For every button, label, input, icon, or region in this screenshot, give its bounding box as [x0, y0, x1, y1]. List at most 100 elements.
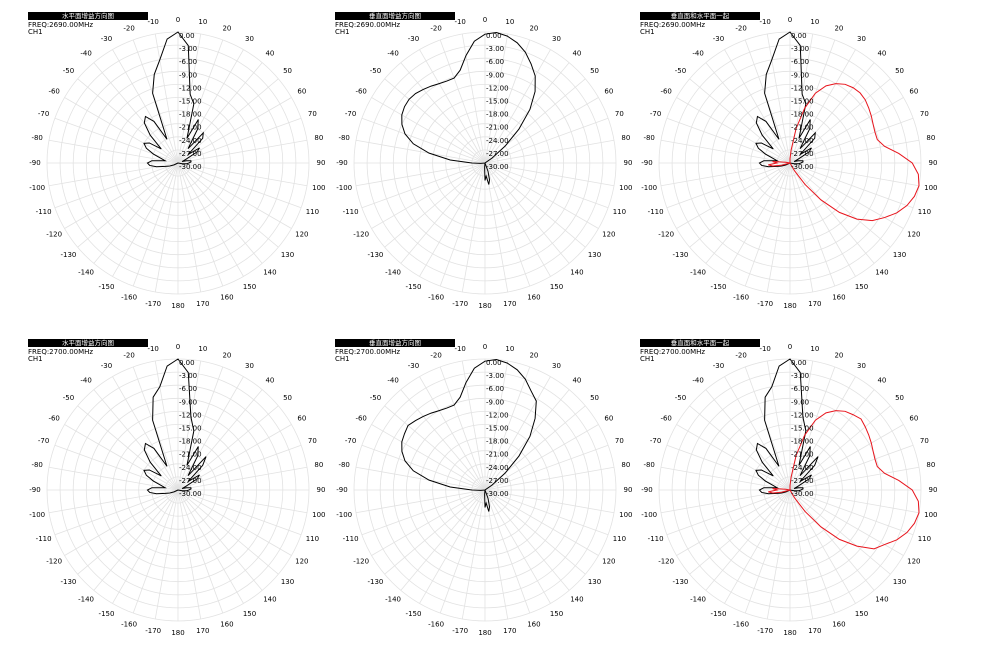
grid-spoke — [177, 489, 202, 620]
theta-tick-label: -130 — [368, 578, 384, 586]
theta-tick-label: 180 — [171, 629, 184, 637]
theta-tick-label: -40 — [80, 376, 91, 384]
theta-tick-label: -140 — [78, 596, 94, 604]
theta-tick-label: 110 — [613, 208, 626, 216]
theta-tick-label: 70 — [920, 110, 929, 118]
grid-spoke — [132, 162, 179, 287]
grid-spoke — [666, 489, 791, 536]
grid-spoke — [112, 162, 179, 277]
grid-spoke — [789, 78, 891, 164]
grid-spoke — [484, 360, 509, 491]
theta-tick-label: -170 — [757, 300, 773, 308]
grid-spoke — [724, 49, 791, 164]
frequency: FREQ:2690.00MHz — [335, 21, 400, 29]
theta-tick-label: 130 — [588, 578, 601, 586]
grid-spoke — [705, 62, 791, 164]
theta-tick-label: 160 — [220, 620, 233, 628]
theta-tick-label: 30 — [245, 35, 254, 43]
pattern-line — [768, 410, 920, 550]
theta-tick-label: 50 — [590, 394, 599, 402]
grid-spoke — [766, 489, 791, 620]
theta-tick-label: -120 — [46, 558, 62, 566]
r-tick-label: -18.00 — [791, 111, 814, 119]
theta-tick-label: 140 — [263, 596, 276, 604]
r-tick-label: -24.00 — [179, 137, 202, 145]
theta-tick-label: 90 — [929, 159, 938, 167]
grid-spoke — [419, 376, 486, 491]
theta-tick-label: 70 — [615, 110, 624, 118]
theta-tick-label: -140 — [690, 596, 706, 604]
grid-spoke — [419, 49, 486, 164]
r-tick-label: 0.00 — [179, 32, 195, 40]
r-tick-label: -12.00 — [486, 84, 509, 92]
theta-tick-label: -170 — [452, 300, 468, 308]
r-tick-label: -21.00 — [179, 124, 202, 132]
theta-tick-label: -120 — [353, 231, 369, 239]
grid-spoke — [789, 162, 836, 287]
r-tick-label: -15.00 — [486, 425, 509, 433]
theta-tick-label: 100 — [924, 511, 937, 519]
theta-tick-label: 150 — [550, 610, 563, 618]
pattern-line — [401, 358, 537, 512]
theta-tick-label: -120 — [658, 558, 674, 566]
theta-tick-label: 50 — [895, 67, 904, 75]
theta-tick-label: -20 — [430, 25, 441, 33]
grid-spoke — [177, 62, 263, 164]
frequency: FREQ:2690.00MHz — [640, 21, 705, 29]
r-tick-label: -15.00 — [791, 425, 814, 433]
theta-tick-label: -50 — [370, 394, 381, 402]
theta-tick-label: 110 — [918, 208, 931, 216]
grid-spoke — [484, 139, 615, 164]
theta-tick-label: 100 — [312, 511, 325, 519]
r-tick-label: -6.00 — [179, 58, 197, 66]
theta-tick-label: -160 — [733, 620, 749, 628]
r-tick-label: -18.00 — [791, 438, 814, 446]
r-tick-label: -30.00 — [486, 490, 509, 498]
grid-spoke — [371, 97, 486, 164]
theta-tick-label: -130 — [673, 251, 689, 259]
r-tick-label: -21.00 — [179, 451, 202, 459]
theta-tick-label: -30 — [713, 35, 724, 43]
frequency: FREQ:2690.00MHz — [28, 21, 93, 29]
theta-tick-label: -20 — [123, 25, 134, 33]
theta-tick-label: -80 — [643, 134, 654, 142]
grid-spoke — [789, 405, 891, 491]
grid-spoke — [789, 162, 856, 277]
theta-tick-label: 70 — [308, 110, 317, 118]
grid-spoke — [484, 366, 531, 491]
r-tick-label: 0.00 — [486, 32, 502, 40]
grid-spoke — [93, 162, 179, 264]
theta-tick-label: 10 — [505, 18, 514, 26]
grid-spoke — [484, 162, 551, 277]
theta-tick-label: 0 — [788, 343, 792, 351]
theta-tick-label: -10 — [454, 345, 465, 353]
grid-spoke — [789, 389, 875, 491]
theta-tick-label: 10 — [810, 18, 819, 26]
theta-tick-label: -150 — [99, 610, 115, 618]
r-tick-label: 0.00 — [791, 32, 807, 40]
theta-tick-label: -110 — [343, 208, 359, 216]
theta-tick-label: -80 — [338, 461, 349, 469]
theta-tick-label: 160 — [527, 620, 540, 628]
grid-spoke — [484, 424, 599, 491]
theta-tick-label: 10 — [505, 345, 514, 353]
r-tick-label: -6.00 — [486, 58, 504, 66]
theta-tick-label: -120 — [658, 231, 674, 239]
r-tick-label: -9.00 — [486, 71, 504, 79]
grid-spoke — [484, 489, 586, 575]
theta-tick-label: -30 — [408, 362, 419, 370]
theta-tick-label: -130 — [673, 578, 689, 586]
grid-spoke — [744, 489, 791, 614]
grid-spoke — [461, 489, 486, 620]
r-tick-label: -27.00 — [486, 150, 509, 158]
channel: CH1 — [335, 355, 350, 363]
grid-spoke — [112, 489, 179, 604]
theta-tick-label: -60 — [660, 88, 671, 96]
r-tick-label: -3.00 — [179, 372, 197, 380]
theta-tick-label: 100 — [312, 184, 325, 192]
theta-tick-label: -60 — [355, 415, 366, 423]
theta-tick-label: -80 — [643, 461, 654, 469]
theta-tick-label: 160 — [527, 293, 540, 301]
theta-tick-label: 90 — [624, 159, 633, 167]
grid-spoke — [789, 489, 891, 575]
